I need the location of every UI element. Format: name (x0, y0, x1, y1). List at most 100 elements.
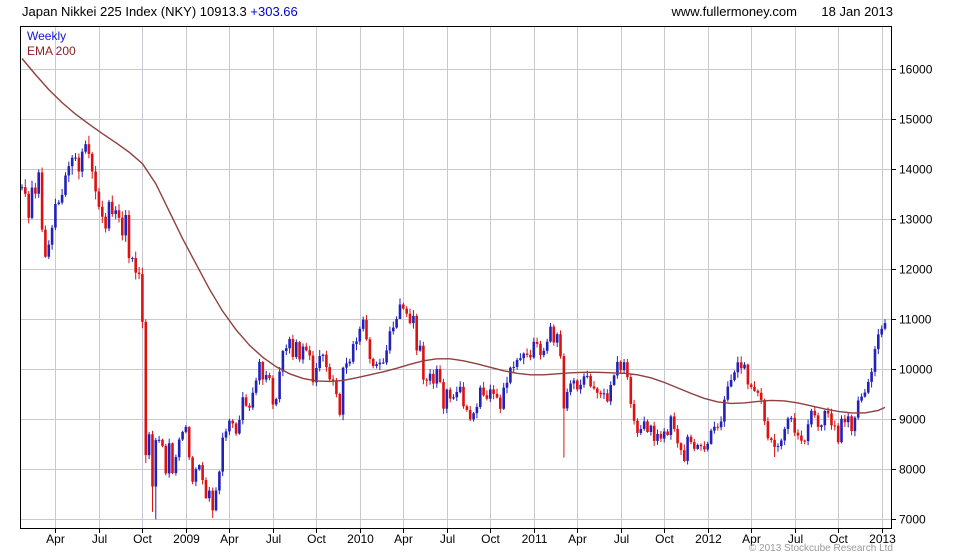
candle-up (713, 426, 716, 431)
ema-label: EMA 200 (27, 44, 76, 58)
candle-down (576, 380, 579, 390)
candle-down (408, 313, 412, 324)
candle-up (639, 429, 643, 433)
y-axis-label: 13000 (899, 213, 933, 227)
candle-down (763, 399, 766, 422)
candle-up (351, 344, 355, 362)
y-axis-label: 11000 (899, 313, 932, 327)
candle-up (622, 362, 626, 371)
timeframe-label: Weekly (27, 29, 67, 43)
candle-up (174, 457, 178, 473)
candle-down (843, 418, 847, 423)
candle-down (689, 436, 693, 443)
x-axis-label: Apr (220, 532, 239, 546)
candle-up (181, 431, 184, 440)
candle-up (877, 334, 880, 350)
candle-up (549, 326, 552, 342)
candle-up (378, 362, 382, 365)
candle-up (880, 328, 883, 335)
candle-down (448, 389, 452, 399)
candle-up (786, 418, 790, 429)
candle-up (555, 334, 559, 343)
candle-up (662, 431, 666, 439)
candle-down (44, 229, 47, 257)
candle-up (723, 399, 726, 422)
candle-up (706, 443, 709, 450)
candle-down (699, 445, 703, 447)
candle-up (656, 433, 659, 441)
candle-down (234, 423, 238, 434)
candle-up (348, 361, 352, 364)
candle-up (863, 392, 867, 397)
candle-up (418, 345, 422, 351)
candle-down (104, 216, 107, 229)
candle-down (248, 405, 251, 408)
candle-up (74, 157, 77, 159)
x-axis-label: Oct (829, 532, 848, 546)
candle-down (813, 410, 817, 416)
candle-down (335, 380, 338, 395)
candle-down (24, 187, 27, 194)
plot-border (20, 26, 892, 529)
chart-date: 18 Jan 2013 (821, 4, 893, 19)
candle-down (793, 417, 796, 433)
candle-up (50, 227, 54, 245)
candle-down (405, 308, 408, 314)
candle-down (759, 392, 763, 400)
candle-up (609, 385, 612, 402)
candle-up (412, 315, 415, 324)
candle-down (191, 457, 194, 482)
candle-down (268, 375, 271, 379)
candle-down (753, 387, 756, 391)
candle-up (301, 346, 305, 360)
candle-up (435, 369, 439, 384)
candle-up (572, 380, 576, 384)
candle-up (177, 439, 181, 458)
candle-down (619, 361, 622, 371)
candle-up (228, 420, 231, 432)
candle-up (20, 187, 24, 189)
candle-up (124, 215, 127, 236)
candle-up (612, 375, 616, 385)
x-axis-label: Oct (133, 532, 152, 546)
y-axis-label: 12000 (899, 263, 933, 277)
x-axis-label: 2010 (347, 532, 374, 546)
candle-up (67, 166, 71, 176)
candle-up (579, 384, 582, 390)
candle-down (756, 390, 760, 393)
candle-down (632, 403, 636, 421)
candle-up (398, 304, 402, 319)
candle-down (204, 480, 208, 499)
candle-down (432, 373, 435, 384)
candle-up (686, 436, 689, 461)
candle-down (211, 490, 214, 511)
candle-down (589, 375, 592, 387)
candle-down (331, 379, 335, 381)
candle-down (308, 350, 311, 356)
candle-up (582, 376, 586, 385)
candle-up (361, 319, 365, 329)
y-axis-label: 9000 (899, 413, 926, 427)
candle-up (131, 258, 134, 259)
candle-up (355, 341, 358, 345)
candle-up (30, 187, 34, 218)
candle-up (194, 469, 198, 482)
candle-down (244, 397, 248, 406)
candle-down (816, 415, 820, 427)
candle-up (455, 392, 459, 398)
candle-down (127, 215, 131, 259)
candle-up (472, 413, 475, 420)
candle-up (241, 397, 245, 421)
candle-up (532, 341, 536, 358)
candle-down (739, 362, 743, 369)
candle-down (134, 258, 137, 273)
candle-up (729, 380, 733, 387)
candle-up (475, 406, 479, 414)
website-link[interactable]: www.fullermoney.com (671, 4, 797, 19)
candle-up (221, 437, 224, 472)
candle-up (154, 440, 158, 487)
candle-down (666, 431, 669, 435)
x-axis-label: Jul (614, 532, 629, 546)
candle-up (321, 354, 325, 356)
candle-down (371, 358, 375, 366)
